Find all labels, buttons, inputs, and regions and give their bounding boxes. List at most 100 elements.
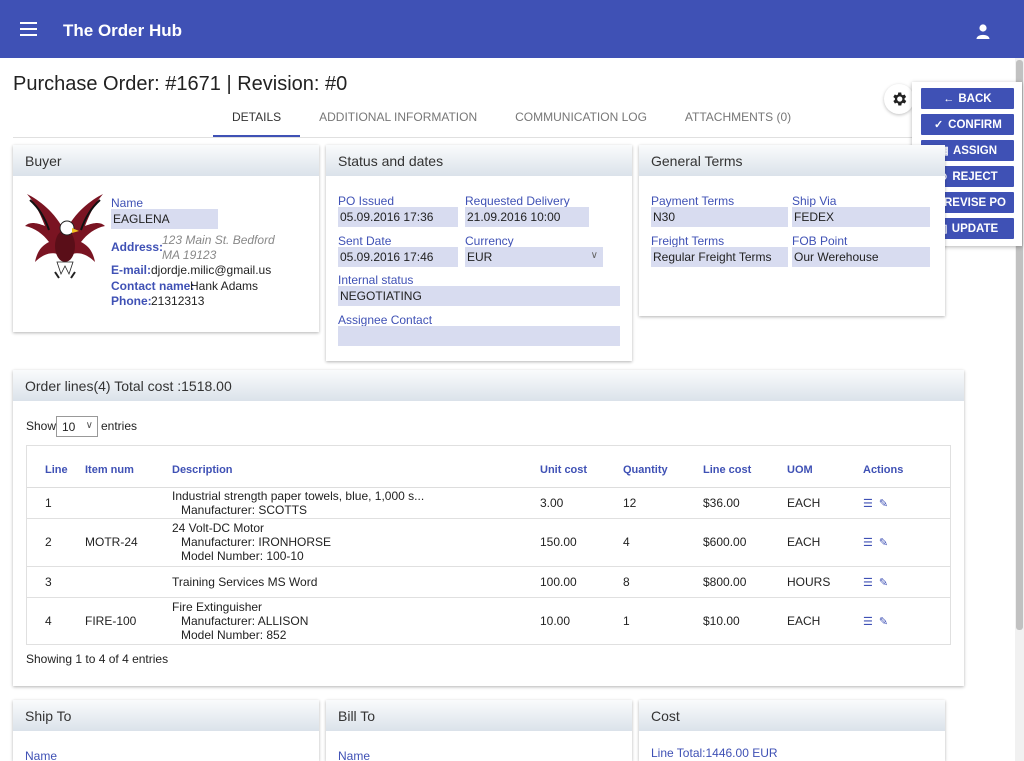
tab-bar: DETAILS ADDITIONAL INFORMATION COMMUNICA… <box>213 101 810 137</box>
arrow-left-icon: ← <box>943 92 955 105</box>
cost-header: Cost <box>639 700 945 731</box>
status-card-header: Status and dates <box>326 145 632 176</box>
show-label: Show <box>26 419 57 433</box>
order-lines-table: Line Item num Description Unit cost Quan… <box>26 445 951 645</box>
buyer-address-label: Address: <box>111 240 164 254</box>
sent-date-label: Sent Date <box>338 234 392 248</box>
column-header-unit-cost[interactable]: Unit cost <box>540 446 623 488</box>
column-header-line-cost[interactable]: Line cost <box>703 446 787 488</box>
buyer-phone-label: Phone: <box>111 294 152 308</box>
cell-actions: ☰ ✎ <box>863 566 950 598</box>
cell-line: 2 <box>27 518 85 567</box>
tab-details[interactable]: DETAILS <box>213 101 301 137</box>
settings-button[interactable] <box>884 84 914 114</box>
table-row[interactable]: 3 Training Services MS Word 100.00 8 $80… <box>27 566 950 598</box>
cell-uom: EACH <box>787 613 821 628</box>
ship-via-field[interactable]: FEDEX <box>792 207 930 227</box>
fob-point-label: FOB Point <box>792 234 848 248</box>
payment-terms-field[interactable]: N30 <box>651 207 788 227</box>
column-header-uom[interactable]: UOM <box>787 446 863 488</box>
back-button[interactable]: ← BACK <box>921 88 1014 109</box>
cell-description: 24 Volt-DC Motor Manufacturer: IRONHORSE… <box>172 518 540 567</box>
column-header-quantity[interactable]: Quantity <box>623 446 703 488</box>
freight-terms-field[interactable]: Regular Freight Terms <box>651 247 788 267</box>
order-lines-card: Order lines(4) Total cost :1518.00 Show … <box>13 370 964 686</box>
description-text: 24 Volt-DC Motor <box>172 521 265 535</box>
freight-terms-label: Freight Terms <box>651 234 725 248</box>
cell-quantity: 4 <box>623 518 703 567</box>
description-text: Training Services MS Word <box>172 574 318 589</box>
scrollbar-thumb[interactable] <box>1016 60 1023 630</box>
tab-communication-log[interactable]: COMMUNICATION LOG <box>515 110 647 124</box>
column-header-item-num[interactable]: Item num <box>85 446 172 488</box>
po-issued-field[interactable]: 05.09.2016 17:36 <box>338 207 458 227</box>
pencil-icon[interactable]: ✎ <box>878 576 889 589</box>
user-icon[interactable] <box>975 23 991 39</box>
cell-item-num <box>85 487 172 519</box>
pencil-icon[interactable]: ✎ <box>878 615 889 628</box>
table-row[interactable]: 2 MOTR-24 24 Volt-DC Motor Manufacturer:… <box>27 518 950 567</box>
cell-line: 1 <box>27 487 85 519</box>
cell-unit-cost: 150.00 <box>540 518 623 567</box>
ship-to-header: Ship To <box>13 700 319 731</box>
cell-description: Fire Extinguisher Manufacturer: ALLISON … <box>172 597 540 644</box>
description-manufacturer: Manufacturer: ALLISON <box>181 613 309 628</box>
list-icon[interactable]: ☰ <box>863 576 873 589</box>
cell-line-cost: $800.00 <box>703 566 787 598</box>
assignee-contact-field[interactable] <box>338 326 620 346</box>
buyer-contact-label: Contact name: <box>111 279 195 293</box>
status-dates-card: Status and dates PO Issued 05.09.2016 17… <box>326 145 632 361</box>
column-header-description[interactable]: Description <box>172 446 540 488</box>
fob-point-field[interactable]: Our Werehouse <box>792 247 930 267</box>
tab-additional-information[interactable]: ADDITIONAL INFORMATION <box>319 110 478 124</box>
sent-date-field[interactable]: 05.09.2016 17:46 <box>338 247 458 267</box>
column-header-line[interactable]: Line <box>27 446 85 488</box>
page-title: Purchase Order: #1671 | Revision: #0 <box>13 73 348 95</box>
buyer-email: djordje.milic@gmail.us <box>151 263 272 277</box>
buyer-contact: Hank Adams <box>190 279 259 293</box>
internal-status-field[interactable]: NEGOTIATING <box>338 286 620 306</box>
pencil-icon[interactable]: ✎ <box>878 537 889 549</box>
requested-delivery-label: Requested Delivery <box>465 194 570 208</box>
pencil-icon[interactable]: ✎ <box>878 497 889 510</box>
buyer-address-line1: 123 Main St. Bedford <box>162 233 275 247</box>
check-icon: ✓ <box>934 119 944 131</box>
description-model-number: Model Number: 100-10 <box>181 549 304 563</box>
buyer-address-line2: MA 19123 <box>162 248 217 262</box>
cell-unit-cost: 3.00 <box>540 487 623 519</box>
buyer-name-field[interactable]: EAGLENA <box>111 209 218 229</box>
entries-select[interactable]: 10 ∨ <box>56 416 98 437</box>
gear-icon <box>893 92 907 106</box>
currency-label: Currency <box>465 234 514 248</box>
menu-icon[interactable] <box>20 22 37 36</box>
cell-line-cost: $600.00 <box>703 518 787 567</box>
bill-to-header: Bill To <box>326 700 632 731</box>
requested-delivery-field[interactable]: 21.09.2016 10:00 <box>465 207 589 227</box>
currency-value: EUR <box>467 250 493 264</box>
list-icon[interactable]: ☰ <box>863 615 873 628</box>
description-model-number: Model Number: 852 <box>181 627 287 642</box>
list-icon[interactable]: ☰ <box>863 537 873 549</box>
buyer-email-label: E-mail: <box>111 263 152 277</box>
cell-line-cost: $10.00 <box>703 613 740 628</box>
table-row[interactable]: 1 Industrial strength paper towels, blue… <box>27 487 950 519</box>
list-icon[interactable]: ☰ <box>863 497 873 510</box>
ship-to-card: Ship To Name <box>13 700 319 761</box>
cell-quantity: 12 <box>623 487 703 519</box>
currency-select[interactable]: EUR ∨ <box>465 247 603 267</box>
tab-attachments[interactable]: ATTACHMENTS (0) <box>684 110 792 124</box>
confirm-button[interactable]: ✓ CONFIRM <box>921 114 1014 135</box>
cell-description: Training Services MS Word <box>172 566 540 598</box>
cell-quantity: 8 <box>623 566 703 598</box>
ship-to-name-label: Name <box>25 749 58 761</box>
chevron-down-icon: ∨ <box>85 420 93 431</box>
po-issued-label: PO Issued <box>338 194 395 208</box>
table-row[interactable]: 4 FIRE-100 Fire Extinguisher Manufacture… <box>27 597 950 644</box>
table-header-row: Line Item num Description Unit cost Quan… <box>27 446 950 488</box>
tabs-divider <box>13 137 1013 138</box>
chevron-down-icon: ∨ <box>590 250 598 261</box>
cell-item-num: MOTR-24 <box>85 518 172 567</box>
ship-via-label: Ship Via <box>792 194 837 208</box>
cell-uom: EACH <box>787 518 863 567</box>
description-text: Fire Extinguisher <box>172 599 263 614</box>
